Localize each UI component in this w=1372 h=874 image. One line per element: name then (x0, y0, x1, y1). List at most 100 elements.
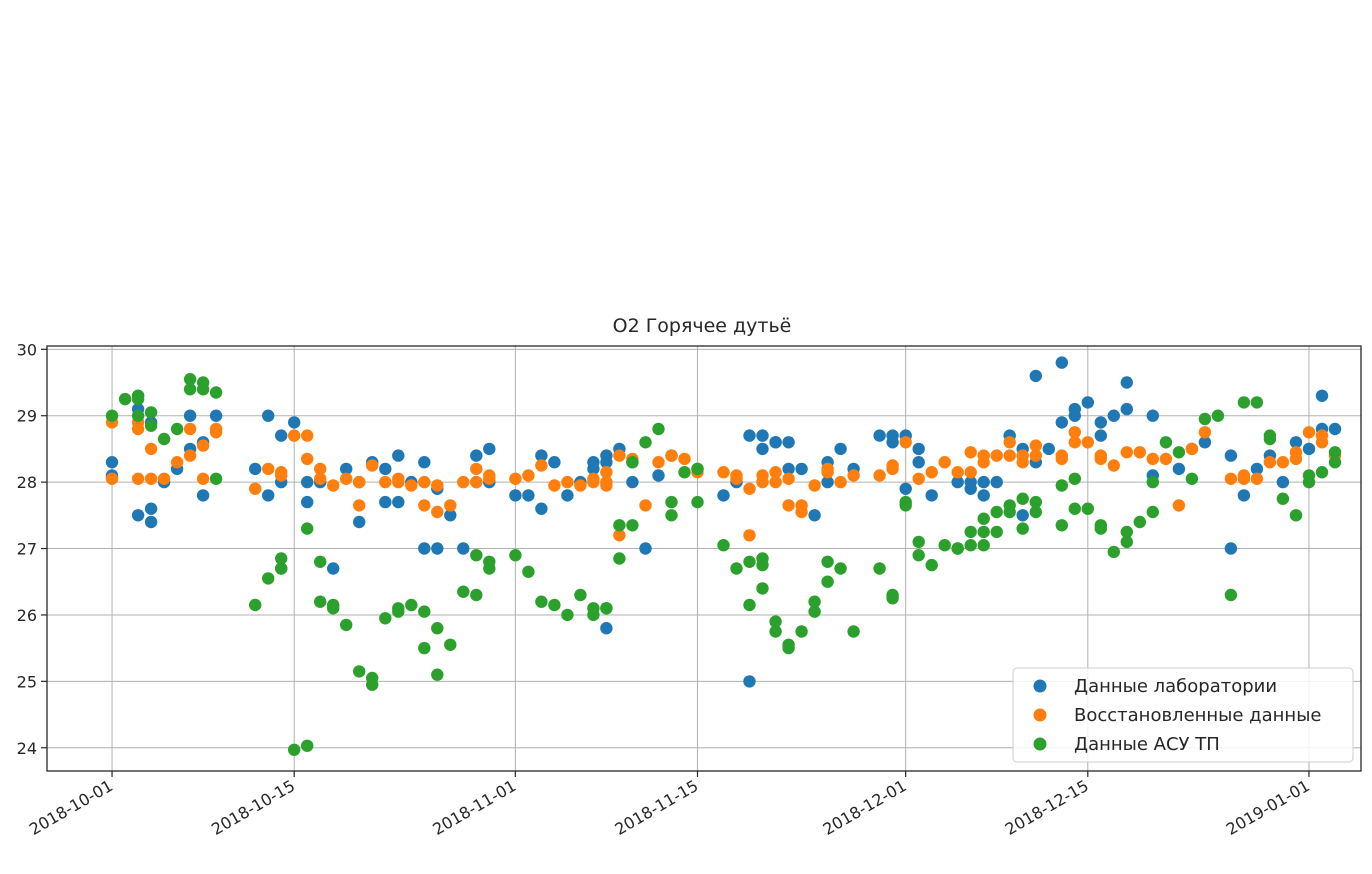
data-point (990, 525, 1003, 539)
data-point (769, 466, 782, 479)
data-point (964, 525, 977, 539)
data-point (626, 519, 639, 532)
data-point (1133, 515, 1147, 529)
data-point (1107, 409, 1121, 422)
data-point (196, 472, 210, 485)
data-point (301, 452, 314, 466)
data-point (1315, 389, 1329, 402)
data-point (183, 383, 197, 396)
data-point (743, 482, 756, 495)
data-point (652, 422, 665, 436)
data-point (1120, 525, 1134, 539)
data-point (821, 575, 834, 588)
data-point (587, 456, 600, 469)
y-tick-label: 27 (17, 540, 37, 559)
data-point (418, 641, 431, 655)
data-point (457, 475, 470, 489)
data-point (249, 482, 262, 495)
data-point (535, 449, 548, 462)
legend-marker (1033, 737, 1047, 751)
data-point (782, 436, 795, 449)
data-point (418, 499, 431, 512)
data-point (691, 462, 704, 476)
data-point (951, 466, 964, 479)
data-point (964, 466, 977, 479)
data-point (1198, 412, 1212, 426)
data-point (756, 442, 769, 456)
data-point (431, 622, 444, 635)
data-point (301, 739, 314, 752)
data-point (1315, 436, 1329, 449)
data-point (522, 489, 535, 502)
data-point (561, 608, 574, 622)
data-point (1003, 449, 1016, 462)
data-point (1185, 472, 1199, 485)
data-point (144, 419, 158, 432)
legend-label: Данные АСУ ТП (1074, 734, 1220, 755)
data-point (131, 389, 145, 402)
data-point (353, 475, 366, 489)
data-point (118, 392, 132, 406)
data-point (1302, 426, 1316, 439)
data-point (912, 456, 925, 469)
data-point (730, 472, 743, 485)
legend-marker (1033, 708, 1047, 722)
data-point (1029, 439, 1043, 452)
data-point (912, 549, 925, 562)
data-point (340, 462, 353, 476)
data-point (639, 542, 652, 555)
data-point (743, 675, 756, 688)
data-point (1263, 456, 1277, 469)
data-point (1302, 469, 1316, 482)
data-point (821, 466, 834, 479)
data-point (522, 469, 535, 482)
data-point (886, 429, 899, 442)
data-point (782, 472, 795, 485)
data-point (301, 429, 314, 442)
data-point (834, 442, 847, 456)
data-point (899, 436, 912, 449)
data-point (431, 479, 444, 492)
data-point (131, 472, 145, 485)
data-point (353, 515, 366, 529)
data-point (574, 479, 587, 492)
data-point (873, 469, 886, 482)
data-point (1289, 436, 1303, 449)
data-point (1276, 492, 1290, 505)
data-point (196, 439, 210, 452)
data-point (1094, 522, 1108, 535)
data-point (1146, 475, 1160, 489)
data-point (144, 502, 158, 515)
data-point (314, 555, 327, 568)
data-point (522, 565, 535, 578)
data-point (392, 449, 405, 462)
data-point (366, 459, 379, 472)
data-point (444, 638, 457, 651)
data-point (873, 562, 886, 575)
data-point (1094, 452, 1108, 466)
data-point (105, 409, 119, 422)
data-point (912, 442, 925, 456)
legend: Данные лаборатории Восстановленные данные… (1012, 667, 1354, 763)
data-point (392, 475, 405, 489)
data-point (1016, 509, 1029, 522)
series-2 (105, 416, 1342, 542)
data-point (392, 602, 405, 615)
legend-label: Данные лаборатории (1074, 676, 1277, 697)
data-point (131, 509, 145, 522)
data-point (1198, 426, 1212, 439)
data-point (340, 472, 353, 485)
data-point (457, 585, 470, 598)
y-tick-label: 26 (17, 606, 37, 625)
data-point (964, 539, 977, 552)
data-point (288, 429, 301, 442)
data-point (756, 429, 769, 442)
data-point (821, 555, 834, 568)
data-point (183, 373, 197, 386)
data-point (808, 479, 821, 492)
data-point (600, 602, 613, 615)
data-point (418, 605, 431, 618)
data-point (1016, 449, 1029, 462)
data-point (1159, 452, 1173, 466)
data-point (1055, 479, 1069, 492)
